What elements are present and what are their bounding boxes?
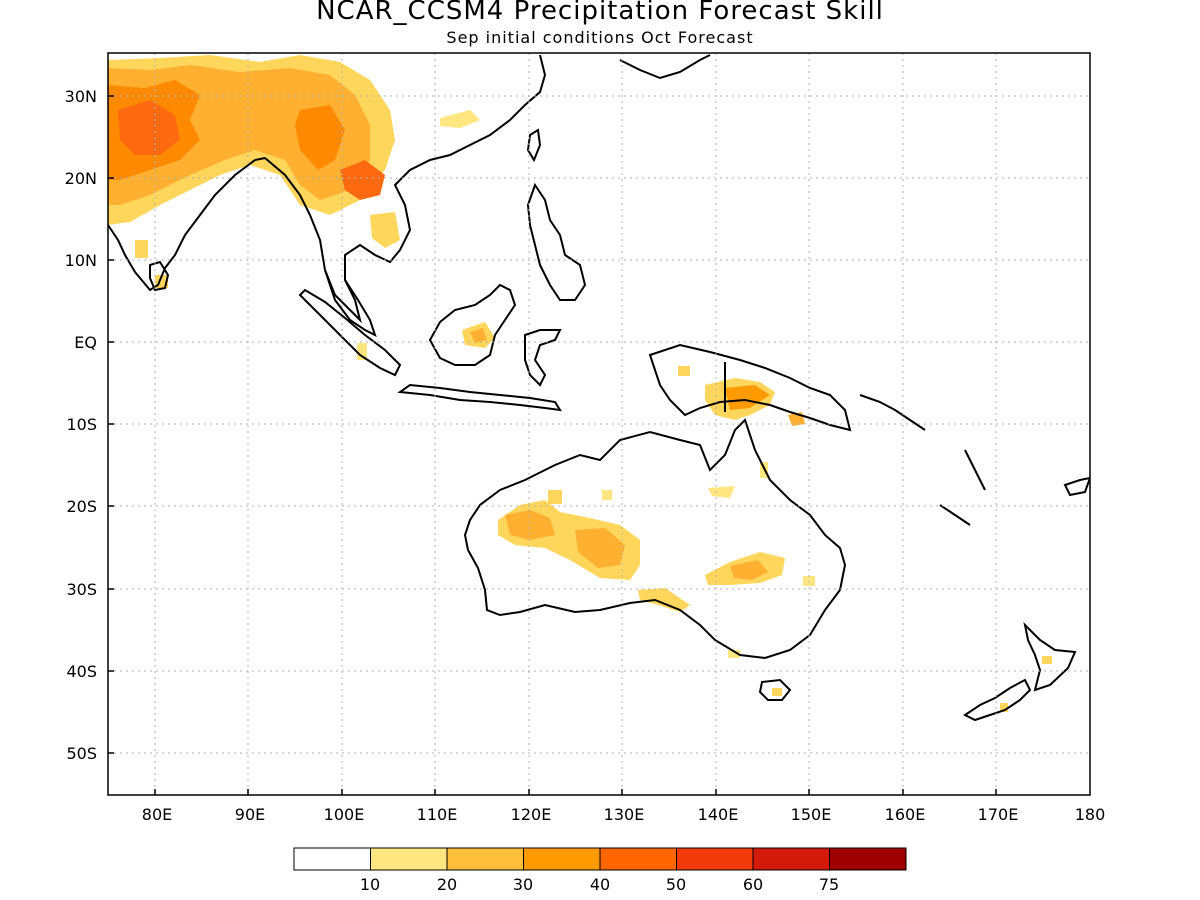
skill-region-nz-north <box>1042 656 1052 664</box>
lat-label: 10N <box>65 251 97 270</box>
colorbar-swatch <box>523 847 601 871</box>
colorbar-swatch <box>599 847 677 871</box>
coastlines <box>108 54 1090 722</box>
coastline-borneo <box>428 283 517 366</box>
skill-region-tibet-high <box>295 105 345 170</box>
map-title: NCAR_CCSM4 Precipitation Forecast Skill <box>316 0 884 26</box>
skill-region-south-australia <box>638 588 690 612</box>
lat-label: 20N <box>65 169 97 188</box>
colorbar-label: 10 <box>360 875 380 894</box>
skill-region-ng-west <box>678 366 690 376</box>
colorbar <box>293 847 907 871</box>
lon-labels: 80E 90E 100E 110E 120E 130E 140E 150E 16… <box>142 805 1106 824</box>
colorbar-swatch <box>293 847 371 871</box>
skill-region-borneo-core <box>470 328 487 343</box>
coastline-indochina <box>264 54 547 324</box>
tick-marks <box>108 95 997 795</box>
colorbar-label: 20 <box>437 875 457 894</box>
skill-region-victoria-small <box>728 650 740 658</box>
skill-region-aus-north-small <box>548 490 562 504</box>
coastline-japan <box>619 54 711 80</box>
skill-region-tasmania <box>772 688 782 696</box>
coastline-tasmania <box>758 678 792 701</box>
lat-label: 30S <box>66 580 97 599</box>
colorbar-swatch <box>829 847 907 871</box>
skill-region-aus-north-small2 <box>602 490 612 500</box>
coastline-solomons <box>859 394 926 431</box>
lat-label: 50S <box>66 744 97 763</box>
colorbar-label: 30 <box>513 875 533 894</box>
skill-region-indochina-high <box>340 160 385 200</box>
colorbar-label: 50 <box>666 875 686 894</box>
coastline-philippines <box>526 182 587 301</box>
coastline-nz-north <box>1023 621 1077 692</box>
lon-label: 160E <box>885 805 926 824</box>
coastline-malay <box>324 269 377 337</box>
gridlines <box>108 53 1090 795</box>
lat-label: 30N <box>65 87 97 106</box>
coastline-sri-lanka <box>149 260 170 292</box>
skill-region-aus-gulf <box>708 486 735 498</box>
skill-region-new-guinea-core <box>725 385 770 410</box>
lon-label: 100E <box>324 805 365 824</box>
lon-label: 170E <box>978 805 1019 824</box>
lon-label: 90E <box>235 805 265 824</box>
coastline-fiji <box>1063 476 1090 497</box>
map-subtitle: Sep initial conditions Oct Forecast <box>446 28 754 47</box>
lat-label: 20S <box>66 497 97 516</box>
lat-label: 40S <box>66 662 97 681</box>
colorbar-label: 60 <box>743 875 763 894</box>
lon-label: 150E <box>791 805 832 824</box>
lon-label: 80E <box>142 805 172 824</box>
colorbar-swatch <box>752 847 830 871</box>
coastline-new-guinea <box>648 343 852 432</box>
skill-region-indochina-low <box>370 212 400 248</box>
lat-label: EQ <box>74 333 97 352</box>
skill-shading <box>108 55 1052 712</box>
lon-label: 140E <box>698 805 739 824</box>
coastline-india <box>108 157 266 292</box>
colorbar-swatch <box>676 847 754 871</box>
skill-region-south-asia-core <box>118 100 180 155</box>
coastline-java <box>397 383 562 412</box>
coastline-new-caledonia <box>939 504 971 526</box>
colorbar-swatch <box>446 847 524 871</box>
coastline-vanuatu <box>964 449 986 491</box>
coastline-sumatra <box>298 288 402 377</box>
coastline-taiwan <box>526 128 542 163</box>
lon-label: 120E <box>511 805 552 824</box>
lon-label: 130E <box>604 805 645 824</box>
skill-region-west-australia-mid2 <box>575 528 625 568</box>
lon-label: 180 <box>1075 805 1106 824</box>
colorbar-label: 40 <box>590 875 610 894</box>
skill-region-small-1 <box>135 240 148 258</box>
skill-region-east-australia-mid <box>730 560 768 580</box>
lat-labels: 30N 20N 10N EQ 10S 20S 30S 40S 50S <box>65 87 97 763</box>
lon-label: 110E <box>417 805 458 824</box>
coastline-australia <box>463 418 847 660</box>
colorbar-swatch <box>370 847 448 871</box>
colorbar-labels: 10 20 30 40 50 60 75 <box>360 875 839 894</box>
colorbar-label: 75 <box>819 875 839 894</box>
coastline-sulawesi <box>524 329 562 387</box>
skill-region-taiwan-strip <box>440 110 480 128</box>
coastline-nz-south <box>963 678 1032 722</box>
skill-region-west-australia-mid <box>505 510 555 540</box>
lat-label: 10S <box>66 415 97 434</box>
